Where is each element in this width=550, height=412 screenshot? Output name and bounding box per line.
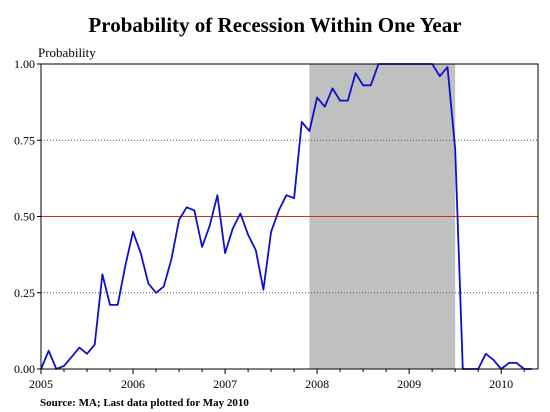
x-tick-label: 2010 (489, 377, 513, 391)
y-axis-ticks: 0.00 0.25 0.50 0.75 1.00 (14, 57, 41, 376)
chart-title: Probability of Recession Within One Year (88, 13, 461, 37)
y-tick-label: 0.50 (14, 210, 35, 224)
y-axis-label: Probability (38, 45, 96, 60)
y-tick-label: 0.25 (14, 286, 35, 300)
x-tick-label: 2009 (397, 377, 421, 391)
source-note: Source: MA; Last data plotted for May 20… (40, 397, 249, 409)
x-tick-label: 2005 (29, 377, 53, 391)
y-tick-label: 0.75 (14, 133, 35, 147)
y-tick-label: 1.00 (14, 57, 35, 71)
x-tick-label: 2008 (305, 377, 329, 391)
x-tick-label: 2007 (213, 377, 237, 391)
plot-area (40, 63, 539, 370)
y-tick-label: 0.00 (14, 362, 35, 376)
series-line (40, 63, 532, 370)
x-tick-label: 2006 (121, 377, 145, 391)
x-axis-ticks: 2005 2006 2007 2008 2009 2010 (29, 369, 525, 391)
